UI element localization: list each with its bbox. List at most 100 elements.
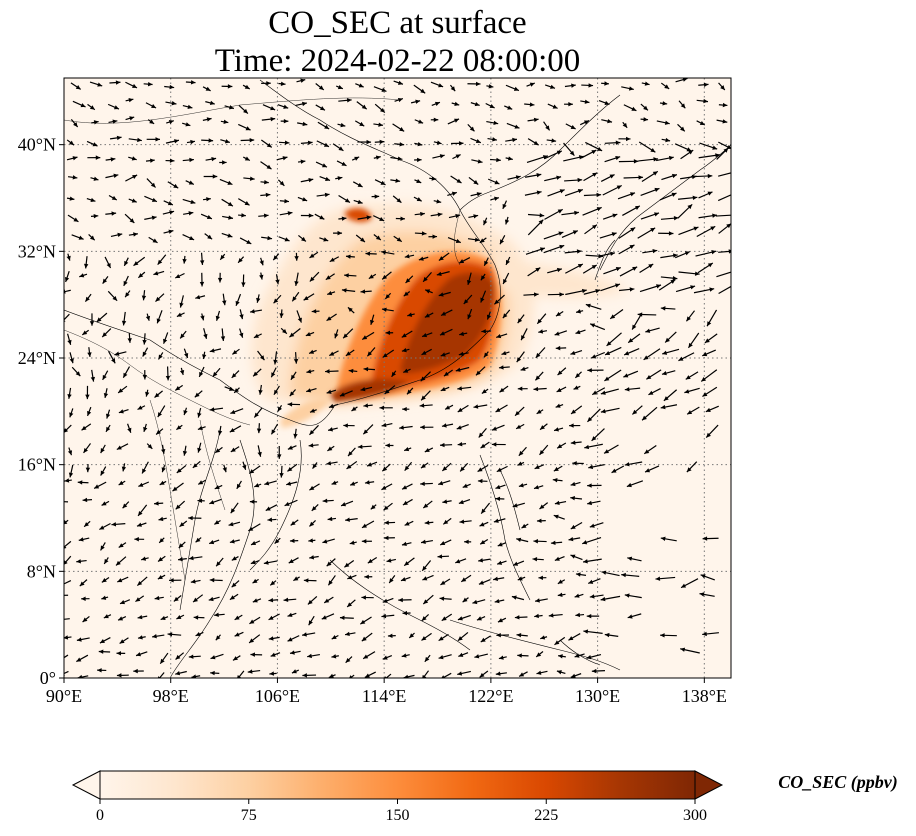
wind-arrow-head: [106, 413, 111, 419]
wind-arrow-head: [152, 238, 158, 243]
wind-arrow-head: [401, 653, 407, 658]
wind-arrow-head: [165, 375, 171, 381]
wind-arrow-head: [404, 465, 410, 471]
wind-arrow-head: [650, 147, 656, 153]
wind-arrow-head: [214, 485, 220, 489]
wind-arrow-head: [382, 655, 388, 660]
wind-arrow-head: [118, 616, 124, 621]
wind-arrow-head: [732, 192, 737, 196]
wind-arrow-head: [534, 464, 540, 469]
wind-arrow-head: [99, 639, 105, 644]
wind-arrow-head: [288, 558, 294, 564]
wind-arrow-head: [455, 154, 461, 159]
wind-arrow-head: [436, 271, 442, 276]
wind-arrow-head: [64, 635, 69, 640]
wind-arrow-head: [180, 333, 185, 339]
wind-arrow-head: [141, 556, 147, 561]
wind-arrow-head: [256, 428, 262, 434]
wind-arrow-head: [147, 81, 153, 87]
wind-arrow-head: [83, 447, 88, 453]
wind-arrow-head: [85, 394, 90, 400]
wind-arrow-head: [481, 508, 486, 514]
wind-arrow-head: [424, 447, 430, 452]
wind-arrow-head: [357, 182, 363, 187]
wind-arrow-shaft: [715, 214, 731, 217]
wind-arrow-head: [149, 119, 155, 124]
wind-arrow-head: [203, 333, 208, 339]
wind-arrow-head: [214, 612, 219, 618]
lon-tick-label: 106°E: [255, 686, 300, 706]
wind-arrow-head: [346, 464, 352, 469]
wind-arrow-head: [188, 654, 194, 659]
wind-arrow-head: [494, 180, 500, 185]
wind-arrow-head: [227, 84, 233, 89]
wind-arrow-head: [251, 540, 257, 546]
wind-arrow-head: [76, 657, 82, 662]
wind-arrow-head: [723, 147, 729, 153]
wind-arrow-head: [188, 211, 194, 216]
wind-arrow-head: [478, 558, 483, 563]
lon-tick-label: 138°E: [682, 686, 727, 706]
wind-arrow-head: [439, 331, 445, 336]
wind-arrow-head: [253, 371, 258, 377]
wind-arrow-head: [237, 675, 242, 678]
wind-arrow-head: [227, 233, 233, 238]
wind-arrow-head: [488, 84, 494, 89]
wind-arrow-head: [570, 481, 576, 487]
wind-arrow-head: [324, 124, 330, 129]
wind-arrow-head: [188, 555, 194, 561]
wind-arrow-head: [136, 652, 142, 657]
wind-arrow-head: [399, 425, 404, 430]
wind-arrow-head: [687, 204, 693, 210]
wind-arrow-head: [535, 267, 541, 272]
wind-arrow-head: [197, 447, 202, 453]
wind-arrow-head: [436, 140, 442, 145]
wind-arrow-head: [167, 201, 173, 206]
wind-arrow-head: [401, 347, 407, 353]
wind-arrow-head: [538, 575, 543, 580]
wind-arrow-head: [97, 82, 103, 87]
wind-arrow-head: [85, 296, 90, 302]
wind-arrow-head: [287, 445, 293, 450]
wind-arrow-head: [421, 636, 427, 641]
wind-arrow-head: [347, 575, 353, 580]
wind-arrow-head: [726, 223, 731, 229]
wind-arrow-head: [553, 466, 559, 472]
wind-arrow-head: [346, 98, 352, 103]
wind-arrow-head: [326, 316, 332, 321]
wind-arrow-head: [291, 669, 297, 674]
wind-arrow-head: [67, 450, 73, 456]
wind-arrow-head: [538, 219, 544, 225]
wind-arrow-head: [382, 598, 388, 603]
wind-arrow-head: [269, 671, 275, 676]
wind-arrow-head: [334, 333, 339, 339]
wind-arrow-head: [592, 390, 598, 395]
wind-arrow-head: [364, 574, 369, 580]
wind-arrow-head: [241, 282, 246, 287]
wind-arrow-head: [118, 480, 124, 485]
wind-arrow-head: [359, 121, 365, 127]
wind-arrow-head: [69, 140, 75, 146]
wind-arrow-head: [325, 369, 330, 374]
wind-arrow-head: [477, 159, 483, 164]
wind-arrow-head: [381, 307, 387, 312]
wind-arrow-head: [458, 499, 464, 505]
wind-arrow-head: [438, 636, 444, 641]
wind-arrow-head: [476, 616, 482, 621]
wind-arrow-head: [208, 596, 214, 602]
wind-arrow-head: [131, 156, 137, 161]
wind-arrow-head: [653, 157, 659, 162]
wind-arrow-head: [308, 177, 314, 183]
wind-arrow-head: [234, 615, 240, 620]
wind-arrow-head: [627, 556, 633, 561]
wind-arrow-shaft: [441, 672, 452, 678]
wind-arrow-head: [397, 156, 403, 161]
wind-arrow-head: [231, 556, 237, 561]
wind-arrow-head: [263, 213, 269, 218]
wind-arrow-head: [358, 83, 364, 88]
wind-arrow-head: [247, 669, 253, 674]
wind-arrow-head: [424, 313, 430, 318]
wind-arrow-head: [398, 597, 403, 603]
wind-arrow-head: [628, 86, 634, 91]
wind-arrow-head: [228, 215, 234, 220]
